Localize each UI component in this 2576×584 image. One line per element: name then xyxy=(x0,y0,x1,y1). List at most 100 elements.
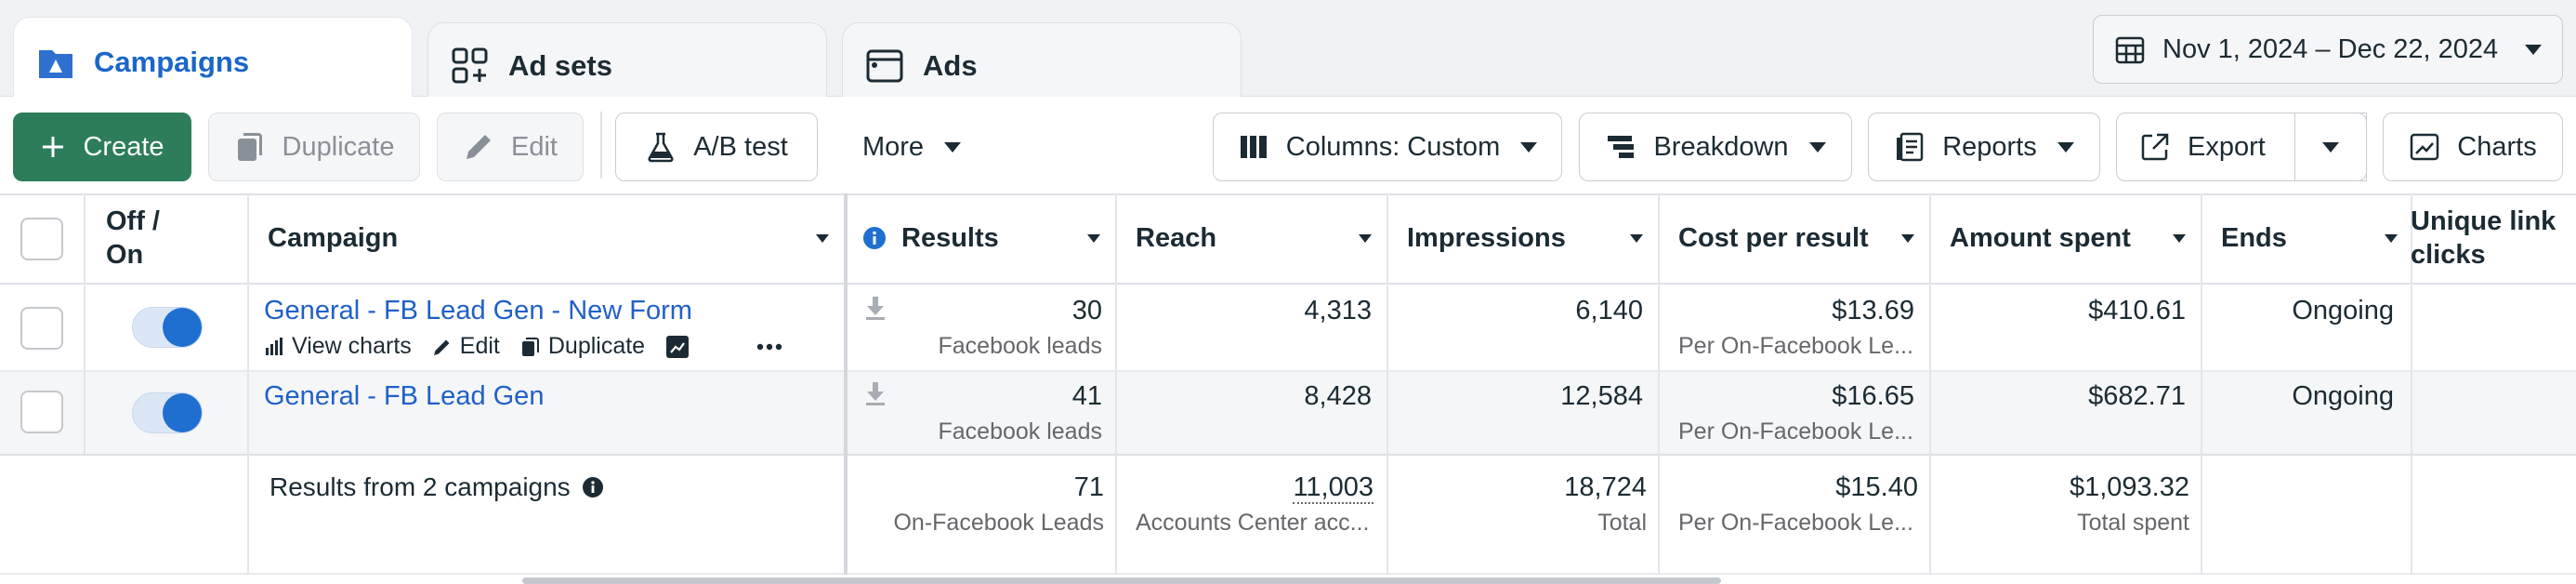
header-divider xyxy=(0,283,2576,285)
edit-button[interactable]: Edit xyxy=(437,113,584,181)
info-icon[interactable] xyxy=(582,476,604,498)
date-range-picker[interactable]: Nov 1, 2024 – Dec 22, 2024 xyxy=(2093,15,2563,84)
reports-button[interactable]: Reports xyxy=(1868,113,2100,181)
tab-bar: Campaigns Ad sets Ads Nov 1, 2024 – Dec … xyxy=(0,0,2576,108)
campaign-toggle[interactable] xyxy=(132,307,203,348)
sort-icon xyxy=(1087,233,1100,243)
frozen-col-divider xyxy=(844,193,848,575)
results-subtext: Facebook leads xyxy=(938,333,1102,359)
toggle-knob xyxy=(163,393,202,432)
summary-results: 71 xyxy=(1073,472,1104,502)
export-button-label: Export xyxy=(2188,131,2266,162)
row-checkbox[interactable] xyxy=(20,391,63,433)
header-off-on-label: Off / On xyxy=(106,206,160,270)
cost-per-result-value: $16.65 xyxy=(1832,381,1914,411)
chart-icon xyxy=(2409,131,2440,163)
ad-sets-grid-icon xyxy=(451,46,490,86)
col-divider xyxy=(247,193,249,575)
toolbar-divider xyxy=(600,112,602,179)
charts-button[interactable]: Charts xyxy=(2383,113,2563,181)
ab-test-button[interactable]: A/B test xyxy=(615,113,818,181)
open-insights-action[interactable] xyxy=(665,335,697,359)
ends-value: Ongoing xyxy=(2292,296,2394,325)
campaign-toggle[interactable] xyxy=(132,392,203,433)
more-button[interactable]: More xyxy=(842,113,981,181)
reports-button-label: Reports xyxy=(1942,131,2037,162)
trend-chart-icon xyxy=(666,335,690,358)
edit-label: Edit xyxy=(459,333,500,359)
header-campaign[interactable]: Campaign xyxy=(268,193,829,283)
info-icon[interactable] xyxy=(862,226,887,250)
export-menu-button[interactable] xyxy=(2294,113,2367,181)
duplicate-label: Duplicate xyxy=(547,333,646,359)
download-icon[interactable] xyxy=(864,381,887,405)
tab-ad-sets[interactable]: Ad sets xyxy=(427,22,827,108)
select-all-checkbox[interactable] xyxy=(20,218,63,260)
header-results[interactable]: Results xyxy=(862,193,1100,283)
charts-button-label: Charts xyxy=(2457,131,2537,162)
header-off-on: Off / On xyxy=(106,193,236,283)
tab-ads-label: Ads xyxy=(923,48,978,82)
cost-per-result-subtext: Per On-Facebook Le... xyxy=(1678,333,1913,359)
header-results-label: Results xyxy=(901,222,999,253)
view-charts-action[interactable]: View charts xyxy=(264,333,412,360)
chevron-down-icon xyxy=(2322,141,2339,153)
sort-icon xyxy=(816,233,829,243)
col-divider xyxy=(84,193,85,454)
duplicate-action[interactable]: Duplicate xyxy=(520,333,645,360)
plus-icon xyxy=(40,134,66,160)
results-subtext: Facebook leads xyxy=(938,418,1102,445)
cost-per-result-value: $13.69 xyxy=(1832,296,1914,325)
duplicate-button[interactable]: Duplicate xyxy=(208,113,420,181)
campaign-name-link[interactable]: General - FB Lead Gen xyxy=(264,381,545,411)
sort-icon xyxy=(2173,233,2186,243)
horizontal-scrollbar[interactable] xyxy=(522,577,1721,584)
header-cost-per-result[interactable]: Cost per result xyxy=(1678,193,1914,283)
row-divider xyxy=(0,370,2576,372)
columns-button-label: Columns: Custom xyxy=(1285,131,1501,162)
amount-spent-value: $682.71 xyxy=(2088,381,2186,411)
breakdown-button[interactable]: Breakdown xyxy=(1579,113,1852,181)
header-amount-spent[interactable]: Amount spent xyxy=(1950,193,2186,283)
download-icon[interactable] xyxy=(864,296,887,320)
header-impressions[interactable]: Impressions xyxy=(1407,193,1643,283)
impressions-value: 6,140 xyxy=(1575,296,1643,325)
header-impressions-label: Impressions xyxy=(1407,222,1566,253)
chevron-down-icon xyxy=(2525,44,2542,55)
results-value: 41 xyxy=(1071,381,1102,411)
reach-value: 4,313 xyxy=(1304,296,1372,325)
summary-reach-subtext: Accounts Center acc... xyxy=(1136,510,1370,536)
row-highlight xyxy=(0,370,2576,454)
columns-button[interactable]: Columns: Custom xyxy=(1213,113,1562,181)
tab-ads[interactable]: Ads xyxy=(842,22,1242,108)
more-options-action[interactable] xyxy=(756,343,790,351)
pencil-icon xyxy=(463,131,494,163)
row-checkbox[interactable] xyxy=(20,307,63,350)
view-charts-label: View charts xyxy=(292,333,412,359)
summary-cost-subtext: Per On-Facebook Le... xyxy=(1678,510,1913,536)
bar-chart-icon xyxy=(266,337,283,355)
row-actions: View charts Edit Duplicate xyxy=(264,333,810,360)
create-button[interactable]: Create xyxy=(13,113,191,181)
summary-label: Results from 2 campaigns xyxy=(269,472,571,501)
summary-cost-per-result: $15.40 xyxy=(1835,472,1918,502)
ends-value: Ongoing xyxy=(2292,381,2394,411)
breakdown-icon xyxy=(1605,131,1636,163)
ab-test-button-label: A/B test xyxy=(693,131,788,162)
flask-icon xyxy=(645,131,677,163)
summary-reach[interactable]: 11,003 xyxy=(1126,472,1373,504)
edit-action[interactable]: Edit xyxy=(432,333,500,360)
col-divider xyxy=(1387,193,1388,575)
pencil-icon xyxy=(433,339,450,355)
chevron-down-icon xyxy=(1520,141,1538,153)
header-reach[interactable]: Reach xyxy=(1136,193,1372,283)
header-unique-link-clicks[interactable]: Unique link clicks xyxy=(2411,193,2576,283)
col-divider xyxy=(1929,193,1931,575)
header-amount-spent-label: Amount spent xyxy=(1950,222,2131,253)
tab-campaigns[interactable]: Campaigns xyxy=(13,17,413,106)
summary-impressions-subtext: Total xyxy=(1597,510,1647,536)
duplicate-icon xyxy=(521,337,539,356)
campaign-name-link[interactable]: General - FB Lead Gen - New Form xyxy=(264,296,692,325)
header-ends[interactable]: Ends xyxy=(2221,193,2398,283)
chevron-down-icon xyxy=(1808,141,1826,153)
